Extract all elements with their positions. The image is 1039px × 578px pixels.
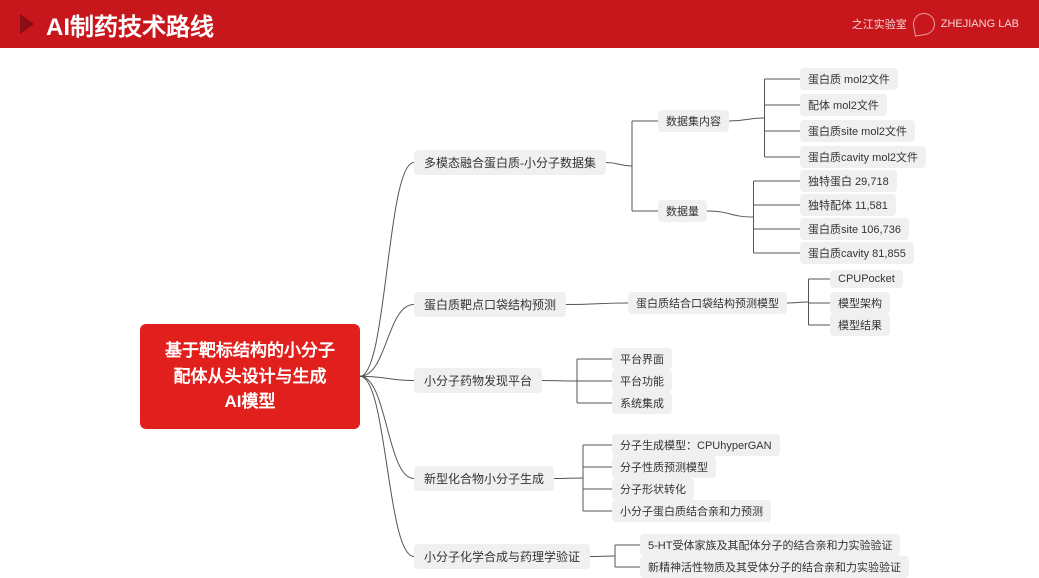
mindmap-node: 小分子化学合成与药理学验证 [414, 544, 590, 569]
mindmap-node: 多模态融合蛋白质-小分子数据集 [414, 150, 606, 175]
mindmap-node: 蛋白质结合口袋结构预测模型 [628, 292, 787, 314]
mindmap-node: 平台功能 [612, 370, 672, 392]
brand-en: ZHEJIANG LAB [941, 18, 1019, 30]
mindmap-node: 蛋白质 mol2文件 [800, 68, 898, 90]
page-title: AI制药技术路线 [46, 7, 214, 42]
mindmap-node: 5-HT受体家族及其配体分子的结合亲和力实验验证 [640, 534, 900, 556]
mindmap-node: 蛋白质靶点口袋结构预测 [414, 292, 566, 317]
root-line2: 配体从头设计与生成 [158, 364, 342, 390]
mindmap-node: 蛋白质site 106,736 [800, 218, 909, 240]
mindmap-node: 独特配体 11,581 [800, 194, 896, 216]
mindmap-node: 系统集成 [612, 392, 672, 414]
brand-cn: 之江实验室 [852, 16, 907, 32]
root-line1: 基于靶标结构的小分子 [158, 338, 342, 364]
mindmap-node: 模型架构 [830, 292, 890, 314]
mindmap-node: 配体 mol2文件 [800, 94, 887, 116]
mindmap-node: 数据量 [658, 200, 707, 222]
mindmap-node: 分子形状转化 [612, 478, 694, 500]
mindmap-node: 蛋白质cavity mol2文件 [800, 146, 926, 168]
mindmap-node: 分子性质预测模型 [612, 456, 716, 478]
mindmap-canvas: 基于靶标结构的小分子 配体从头设计与生成 AI模型 多模态融合蛋白质-小分子数据… [0, 48, 1039, 572]
brand-logo-icon [911, 11, 936, 36]
mindmap-node: 蛋白质cavity 81,855 [800, 242, 914, 264]
mindmap-node: 独特蛋白 29,718 [800, 170, 897, 192]
mindmap-root: 基于靶标结构的小分子 配体从头设计与生成 AI模型 [140, 324, 360, 429]
root-line3: AI模型 [158, 389, 342, 415]
header-arrow-icon [20, 14, 34, 34]
mindmap-node: 平台界面 [612, 348, 672, 370]
mindmap-node: CPUPocket [830, 270, 903, 288]
mindmap-node: 小分子药物发现平台 [414, 368, 542, 393]
brand: 之江实验室 ZHEJIANG LAB [852, 13, 1019, 35]
mindmap-node: 小分子蛋白质结合亲和力预测 [612, 500, 771, 522]
mindmap-node: 数据集内容 [658, 110, 729, 132]
mindmap-node: 分子生成模型：CPUhyperGAN [612, 434, 780, 456]
mindmap-node: 新型化合物小分子生成 [414, 466, 554, 491]
mindmap-node: 新精神活性物质及其受体分子的结合亲和力实验验证 [640, 556, 909, 578]
mindmap-node: 蛋白质site mol2文件 [800, 120, 915, 142]
mindmap-node: 模型结果 [830, 314, 890, 336]
header: AI制药技术路线 之江实验室 ZHEJIANG LAB [0, 0, 1039, 48]
